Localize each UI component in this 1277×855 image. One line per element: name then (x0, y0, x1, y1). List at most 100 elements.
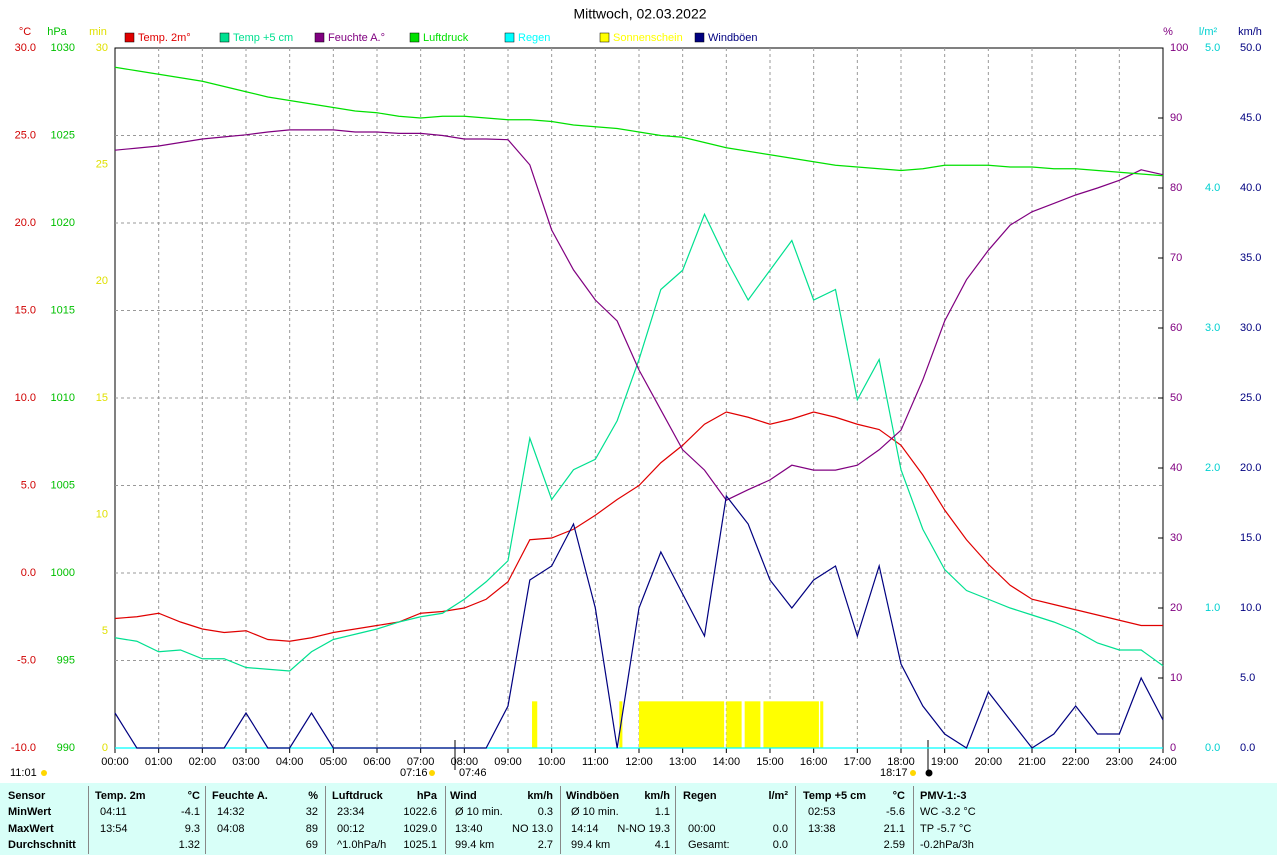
legend-swatch (219, 32, 230, 43)
y-tick-label: 80 (1170, 182, 1182, 194)
y-tick-label: 2.0 (1205, 462, 1220, 474)
stats-cell: 02:53 (808, 806, 836, 818)
separator (325, 786, 326, 854)
stats-cell: 21.1 (883, 823, 905, 835)
stats-cell: 14:32 (217, 806, 245, 818)
y-tick-label: 90 (1170, 112, 1182, 124)
sunshine-bar (726, 701, 742, 748)
x-tick-label: 00:00 (101, 756, 129, 768)
annotation: 07:16 (400, 767, 428, 779)
annotation: 11:01 (10, 767, 37, 779)
y-tick-label: 0.0 (1205, 742, 1220, 754)
legend-swatch (124, 32, 135, 43)
sunshine-bar (744, 701, 761, 748)
stats-cell: 1029.0 (403, 823, 437, 835)
stats-cell: km/h (644, 790, 670, 802)
x-tick-label: 10:00 (538, 756, 566, 768)
x-tick-label: 23:00 (1106, 756, 1134, 768)
x-tick-label: 22:00 (1062, 756, 1090, 768)
y-tick-label: 20.0 (1240, 462, 1261, 474)
axis-title: min (89, 26, 107, 38)
stats-cell: 23:34 (337, 806, 365, 818)
x-tick-label: 09:00 (494, 756, 522, 768)
y-tick-label: 25.0 (15, 129, 36, 141)
stats-cell: 0.3 (537, 806, 553, 818)
stats-cell: ^1.0hPa/h (337, 839, 387, 851)
separator (88, 786, 89, 854)
stats-cell: 2.7 (537, 839, 553, 851)
y-tick-label: 50 (1170, 392, 1182, 404)
y-tick-label: 1010 (51, 392, 75, 404)
y-tick-label: 1000 (51, 567, 75, 579)
stats-cell: Windböen (566, 790, 620, 802)
legend-swatch (504, 32, 515, 43)
y-tick-label: 25.0 (1240, 392, 1261, 404)
y-tick-label: 15.0 (15, 304, 36, 316)
stats-cell: PMV-1:-3 (920, 790, 967, 802)
axis-title: hPa (47, 26, 67, 38)
stats-cell: -5.6 (886, 806, 905, 818)
x-tick-label: 20:00 (975, 756, 1003, 768)
y-tick-label: 30.0 (1240, 322, 1261, 334)
moon-icon (925, 769, 933, 777)
y-tick-label: 10.0 (15, 392, 36, 404)
y-tick-label: 5 (102, 625, 108, 637)
stats-cell: Sensor (8, 790, 46, 802)
separator (445, 786, 446, 854)
x-tick-label: 14:00 (713, 756, 741, 768)
legend-label: Feuchte A.° (328, 32, 385, 44)
sunshine-bar (639, 701, 725, 748)
stats-cell: l/m² (768, 790, 788, 802)
stats-cell: 4.1 (654, 839, 670, 851)
y-tick-label: 0 (1170, 742, 1176, 754)
stats-cell: Ø 10 min. (455, 806, 503, 818)
x-tick-label: 13:00 (669, 756, 697, 768)
series-line (114, 494, 1164, 749)
x-tick-label: 05:00 (320, 756, 348, 768)
y-tick-label: 1020 (51, 217, 75, 229)
stats-cell: 1.32 (178, 839, 200, 851)
stats-cell: 2.59 (883, 839, 905, 851)
legend-label: Temp +5 cm (233, 32, 293, 44)
y-tick-label: 1025 (51, 129, 75, 141)
stats-cell: 1.1 (654, 806, 670, 818)
y-tick-label: 990 (57, 742, 75, 754)
legend-swatch (694, 32, 705, 43)
legend-label: Windböen (708, 32, 758, 44)
stats-cell: Luftdruck (332, 790, 383, 802)
y-tick-label: 100 (1170, 42, 1188, 54)
y-tick-label: 15 (96, 392, 108, 404)
y-tick-label: 30.0 (15, 42, 36, 54)
y-tick-label: 1030 (51, 42, 75, 54)
x-tick-label: 02:00 (189, 756, 217, 768)
y-tick-label: 50.0 (1240, 42, 1261, 54)
separator (675, 786, 676, 854)
y-tick-label: 30 (96, 42, 108, 54)
y-tick-label: 30 (1170, 532, 1182, 544)
stats-table: Sensor Temp. 2m °C Feuchte A.% Luftdruck hPa W… (0, 783, 1277, 855)
legend-swatch (409, 32, 420, 43)
separator (795, 786, 796, 854)
stats-cell: Feuchte A. (212, 790, 268, 802)
stats-cell: °C (187, 790, 200, 802)
y-tick-label: 10 (1170, 672, 1182, 684)
y-tick-label: 995 (57, 654, 75, 666)
x-tick-label: 04:00 (276, 756, 304, 768)
sunshine-bar (532, 701, 538, 748)
stats-cell: -4.1 (181, 806, 200, 818)
x-tick-label: 11:00 (582, 756, 609, 768)
x-tick-label: 03:00 (232, 756, 260, 768)
x-tick-label: 17:00 (844, 756, 872, 768)
series-line (114, 129, 1164, 501)
legend-label: Temp. 2m° (138, 32, 191, 44)
y-tick-label: 0 (102, 742, 108, 754)
axis-title: l/m² (1199, 26, 1218, 38)
y-tick-label: 1005 (51, 479, 75, 491)
x-tick-label: 15:00 (756, 756, 784, 768)
legend-label: Regen (518, 32, 550, 44)
x-tick-label: 19:00 (931, 756, 959, 768)
stats-cell: Temp +5 cm (803, 790, 867, 802)
series-line (114, 66, 1164, 177)
y-tick-label: 5.0 (1205, 42, 1220, 54)
